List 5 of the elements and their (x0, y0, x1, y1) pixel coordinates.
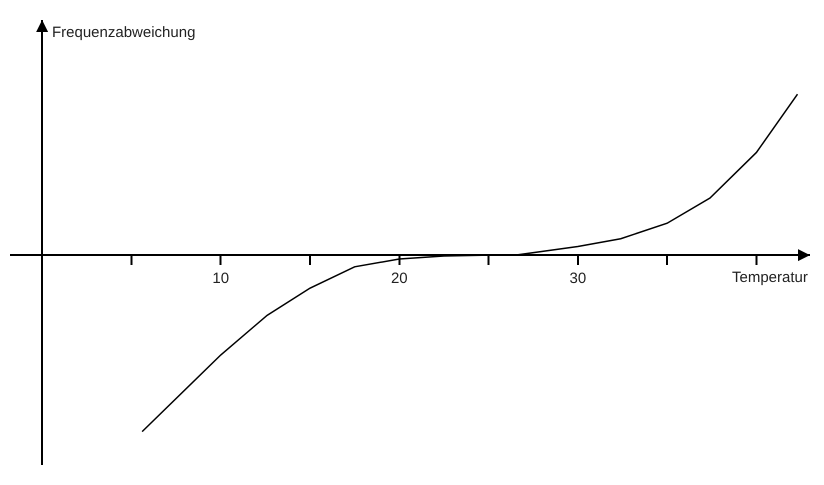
y-axis-title: Frequenzabweichung (52, 24, 196, 41)
x-tick-label: 20 (390, 270, 408, 288)
x-tick-label: 10 (212, 270, 230, 288)
x-tick-label: 30 (570, 270, 586, 288)
x-axis-title: Temperatur (732, 269, 808, 286)
